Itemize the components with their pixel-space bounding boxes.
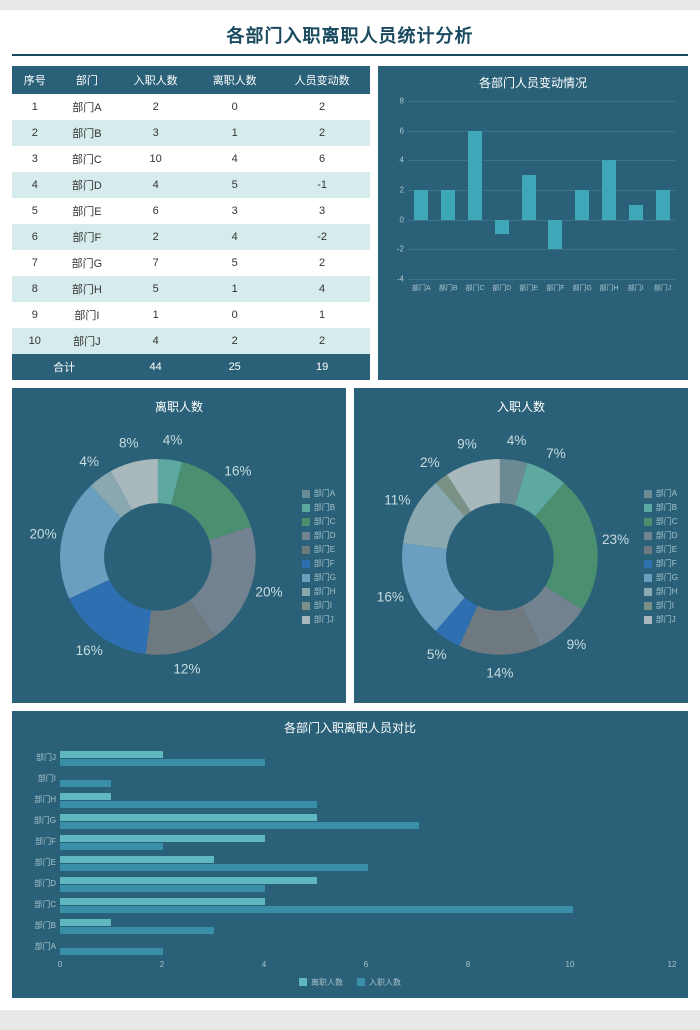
legend-item: 部门E: [644, 544, 678, 555]
legend-item: 部门D: [644, 530, 678, 541]
table-header: 人员变动数: [274, 66, 370, 94]
table-row: 5部门E633: [12, 198, 370, 224]
legend-item: 部门C: [644, 516, 678, 527]
donut-left-legend: 部门A 部门B 部门C 部门D 部门E 部门F 部门G 部门H 部门I 部门J: [302, 488, 336, 625]
legend-item: 部门E: [302, 544, 336, 555]
svg-text:7%: 7%: [546, 446, 566, 461]
legend-item: 部门J: [302, 614, 336, 625]
donut-right-title: 入职人数: [364, 398, 678, 415]
legend-item: 部门F: [644, 558, 678, 569]
table-row: 7部门G752: [12, 250, 370, 276]
join-donut-panel: 入职人数 4%7%23%9%14%5%16%11%2%9% 部门A部门B部门C部…: [354, 388, 688, 703]
svg-text:11%: 11%: [384, 492, 410, 507]
compare-hbar-panel: 各部门入职离职人员对比 部门J部门I部门H部门G部门F部门E部门D部门C部门B部…: [12, 711, 688, 998]
change-bar-chart: -4-202468 部门A部门B部门C部门D部门E部门F部门G部门H部门I部门J: [386, 97, 680, 297]
legend-item: 部门A: [644, 488, 678, 499]
svg-text:23%: 23%: [602, 532, 629, 547]
svg-text:9%: 9%: [567, 637, 587, 652]
legend-item: 部门A: [302, 488, 336, 499]
legend-item: 部门G: [302, 572, 336, 583]
table-header: 离职人数: [195, 66, 274, 94]
table-row: 8部门H514: [12, 276, 370, 302]
legend-item: 部门B: [302, 502, 336, 513]
legend-item: 部门H: [644, 586, 678, 597]
legend-item: 部门J: [644, 614, 678, 625]
svg-text:16%: 16%: [377, 589, 404, 604]
svg-text:4%: 4%: [163, 433, 183, 448]
svg-text:2%: 2%: [420, 455, 440, 470]
legend-item: 部门I: [644, 600, 678, 611]
table-row: 4部门D45-1: [12, 172, 370, 198]
svg-text:14%: 14%: [486, 665, 513, 680]
table-header: 序号: [12, 66, 58, 94]
svg-text:8%: 8%: [119, 435, 139, 450]
table-row: 9部门I101: [12, 302, 370, 328]
table-row: 2部门B312: [12, 120, 370, 146]
leave-donut-chart: 4% 16% 20% 12% 16% 20% 4% 8%: [22, 421, 294, 693]
svg-text:12%: 12%: [173, 662, 200, 677]
legend-item: 部门F: [302, 558, 336, 569]
svg-text:9%: 9%: [457, 436, 477, 451]
donut-left-title: 离职人数: [22, 398, 336, 415]
legend-item: 部门D: [302, 530, 336, 541]
page-title: 各部门入职离职人员统计分析: [12, 22, 688, 56]
table-row: 1部门A202: [12, 94, 370, 120]
svg-text:4%: 4%: [507, 433, 527, 448]
legend-item: 部门C: [302, 516, 336, 527]
change-bar-panel: 各部门人员变动情况 -4-202468 部门A部门B部门C部门D部门E部门F部门…: [378, 66, 688, 380]
legend-item: 部门B: [644, 502, 678, 513]
legend-item: 部门I: [302, 600, 336, 611]
svg-text:4%: 4%: [79, 454, 99, 469]
svg-text:20%: 20%: [29, 527, 56, 542]
compare-hbar-chart: 部门J部门I部门H部门G部门F部门E部门D部门C部门B部门A024681012 …: [20, 742, 680, 990]
table-row: 6部门F24-2: [12, 224, 370, 250]
table-header: 入职人数: [116, 66, 195, 94]
svg-text:16%: 16%: [76, 643, 103, 658]
table-row: 10部门J422: [12, 328, 370, 354]
hbar-title: 各部门入职离职人员对比: [20, 719, 680, 736]
svg-text:20%: 20%: [255, 585, 282, 600]
table-header: 部门: [58, 66, 117, 94]
svg-text:16%: 16%: [224, 463, 251, 478]
table-row: 3部门C1046: [12, 146, 370, 172]
legend-item: 部门H: [302, 586, 336, 597]
data-table-panel: 序号部门入职人数离职人数人员变动数 1部门A2022部门B3123部门C1046…: [12, 66, 370, 380]
bar-chart-title: 各部门人员变动情况: [386, 74, 680, 91]
svg-text:5%: 5%: [427, 647, 447, 662]
legend-item: 部门G: [644, 572, 678, 583]
dept-table: 序号部门入职人数离职人数人员变动数 1部门A2022部门B3123部门C1046…: [12, 66, 370, 380]
leave-donut-panel: 离职人数 4%16%20%12%16%20%4%8% 部门A部门B部门C部门D部…: [12, 388, 346, 703]
donut-right-legend: 部门A 部门B 部门C 部门D 部门E 部门F 部门G 部门H 部门I 部门J: [644, 488, 678, 625]
join-donut-chart: 4% 7% 23% 9% 14% 5% 16% 11% 2% 9%: [364, 421, 636, 693]
